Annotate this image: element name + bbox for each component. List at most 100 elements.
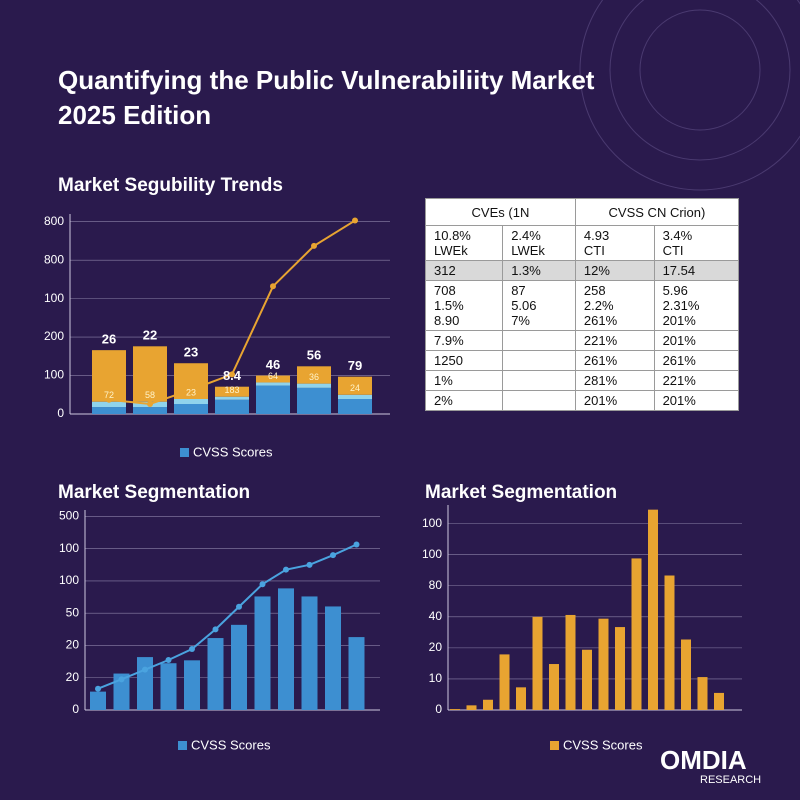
table-cell: 261% [574,350,655,371]
bar [338,376,372,395]
table-row: 1% 281% 221% [424,370,740,391]
cell-line: 2.31% [662,298,700,313]
bar [348,637,365,710]
bar [297,387,331,414]
table-cell: CVSS CN Crion) [574,198,740,226]
line-point [165,657,172,663]
line-point [118,676,125,683]
table-cell: 261% [653,350,740,371]
cell-line: 258 [583,283,606,298]
bar [174,404,208,414]
bar [133,407,167,414]
table-row: 1250 261% 261% [424,350,740,371]
bar [325,606,341,710]
table-cell: 201% [653,330,740,351]
y-tick-label: 200 [44,329,64,343]
table-row: 708 1.5% 8.90 87 5.06 7% 258 2.2% 261% 5.96 2.31% 2… [424,280,740,331]
chart-title: Market Segmentation [58,482,250,503]
bar [297,383,331,388]
line-point [142,666,148,673]
bar-top-label: 22 [143,328,157,343]
table-cell [502,350,576,371]
bar [207,638,224,710]
line-point [283,566,289,573]
y-tick-label: 0 [72,702,79,716]
cell-line: 87 [511,283,526,298]
y-tick-label: 800 [44,252,64,266]
y-tick-label: 500 [59,509,79,523]
table-row: 7.9% 221% 201% [424,330,740,351]
table-cell: 281% [574,370,655,391]
bar [137,657,153,710]
y-tick-label: 40 [429,609,443,623]
bar [92,407,126,414]
legend-swatch [178,741,187,750]
line [97,543,357,690]
y-tick-label: 100 [44,291,64,305]
bar [499,654,510,710]
chart-title: Market Segubility Trends [58,175,283,196]
y-tick-label: 0 [57,406,64,420]
line-point [188,386,194,393]
line-point [352,217,358,224]
table-cell [502,390,576,411]
bar-inner-label: 24 [350,383,360,393]
cell-line: 201% [662,313,696,328]
legend-label: CVSS Scores [193,444,273,459]
table-cell: 3.4% CTI [653,225,740,261]
bar [174,399,208,404]
bar [301,596,318,710]
bar-top-label: 56 [307,348,321,363]
bar [92,350,126,402]
page-title: 2025 Edition [58,100,211,130]
y-tick-label: 100 [422,516,442,530]
y-tick-label: 100 [59,541,79,555]
table-cell: 221% [653,370,740,391]
bar [714,692,724,710]
cell-line: CTI [662,243,684,258]
table-cell [502,330,576,351]
cell-line: 261% [583,313,618,328]
legend-swatch [550,741,559,750]
table-cell: 87 5.06 7% [502,280,576,331]
bar [516,687,526,710]
table-cell: 1250 [424,350,504,371]
bar [256,385,290,414]
table-cell: 7.9% [424,330,504,351]
bar [338,399,372,414]
table-cell: 2% [424,390,504,411]
bar [338,394,372,399]
bar [215,396,249,400]
bar [450,709,460,710]
table-cell: 10.8% LWEk [424,225,504,261]
y-tick-label: 50 [66,605,80,619]
bar [565,614,576,710]
chart-title: Market Segmentation [425,482,617,503]
table-cell: 312 [424,260,504,281]
line-point [330,552,336,559]
bar [215,399,249,414]
line-point [270,283,276,290]
table-header-row: CVEs (1N CVSS CN Crion) [425,198,740,226]
bar [483,699,493,710]
bar [598,618,609,710]
bar [184,660,200,710]
cell-line: 7% [511,313,530,328]
bar-inner-label: 36 [309,372,319,382]
bar [133,346,167,402]
bar-top-label: 8.4 [223,368,242,383]
table-cell: 1.3% [502,260,576,281]
bar [278,588,294,710]
table-cell: 221% [574,330,655,351]
cell-line: 708 [434,283,456,298]
bar [297,366,331,384]
bar-inner-label: 58 [145,390,155,400]
line-point [147,401,153,407]
cell-line: 10.8% [434,228,471,243]
bar-top-label: 46 [266,357,280,372]
table-row: 312 1.3% 12% 17.54 [424,260,740,281]
line-point [106,396,112,403]
bar [697,677,708,710]
